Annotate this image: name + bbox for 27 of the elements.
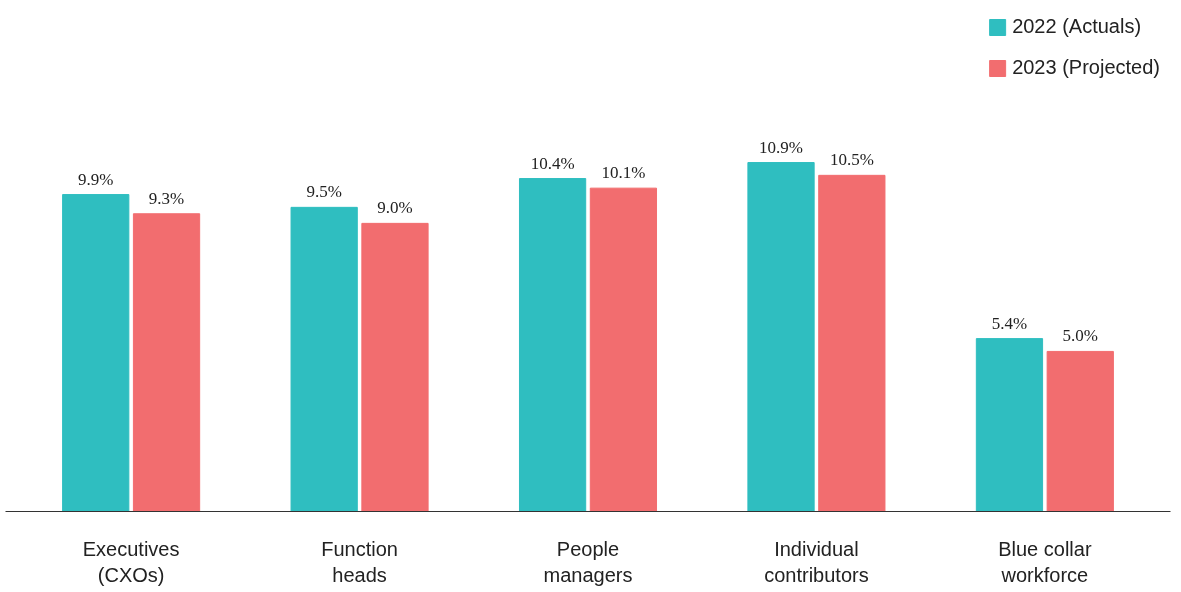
data-label: 9.9%: [78, 169, 114, 189]
bar: [1046, 350, 1114, 512]
data-label: 5.4%: [991, 313, 1028, 333]
x-tick-label: Blue collar workforce: [998, 537, 1092, 586]
bar: [290, 206, 358, 512]
data-label: 10.5%: [829, 150, 874, 170]
bar: [589, 187, 658, 512]
data-label: 9.3%: [148, 188, 185, 208]
x-tick-label: Function heads: [321, 537, 398, 586]
data-label: 5.0%: [1062, 326, 1098, 346]
bar: [747, 162, 815, 512]
data-label: 10.9%: [759, 137, 803, 157]
data-label: 10.1%: [601, 163, 646, 183]
x-tick-label: Individual contributors: [764, 537, 869, 586]
bar: [361, 222, 429, 512]
bar: [518, 178, 587, 512]
data-label: 9.5%: [306, 182, 342, 202]
data-label: 10.4%: [530, 153, 575, 173]
data-label: 9.0%: [377, 198, 413, 218]
x-tick-label: Executives (CXOs): [82, 537, 180, 586]
bar: [62, 194, 130, 512]
legend-label: 2022 (Actuals): [1012, 15, 1142, 38]
legend-label: 2023 (Projected): [1012, 56, 1160, 79]
bar: [818, 174, 886, 512]
bar: [132, 213, 201, 512]
bar: [975, 338, 1044, 512]
x-tick-label: People managers: [543, 537, 633, 586]
